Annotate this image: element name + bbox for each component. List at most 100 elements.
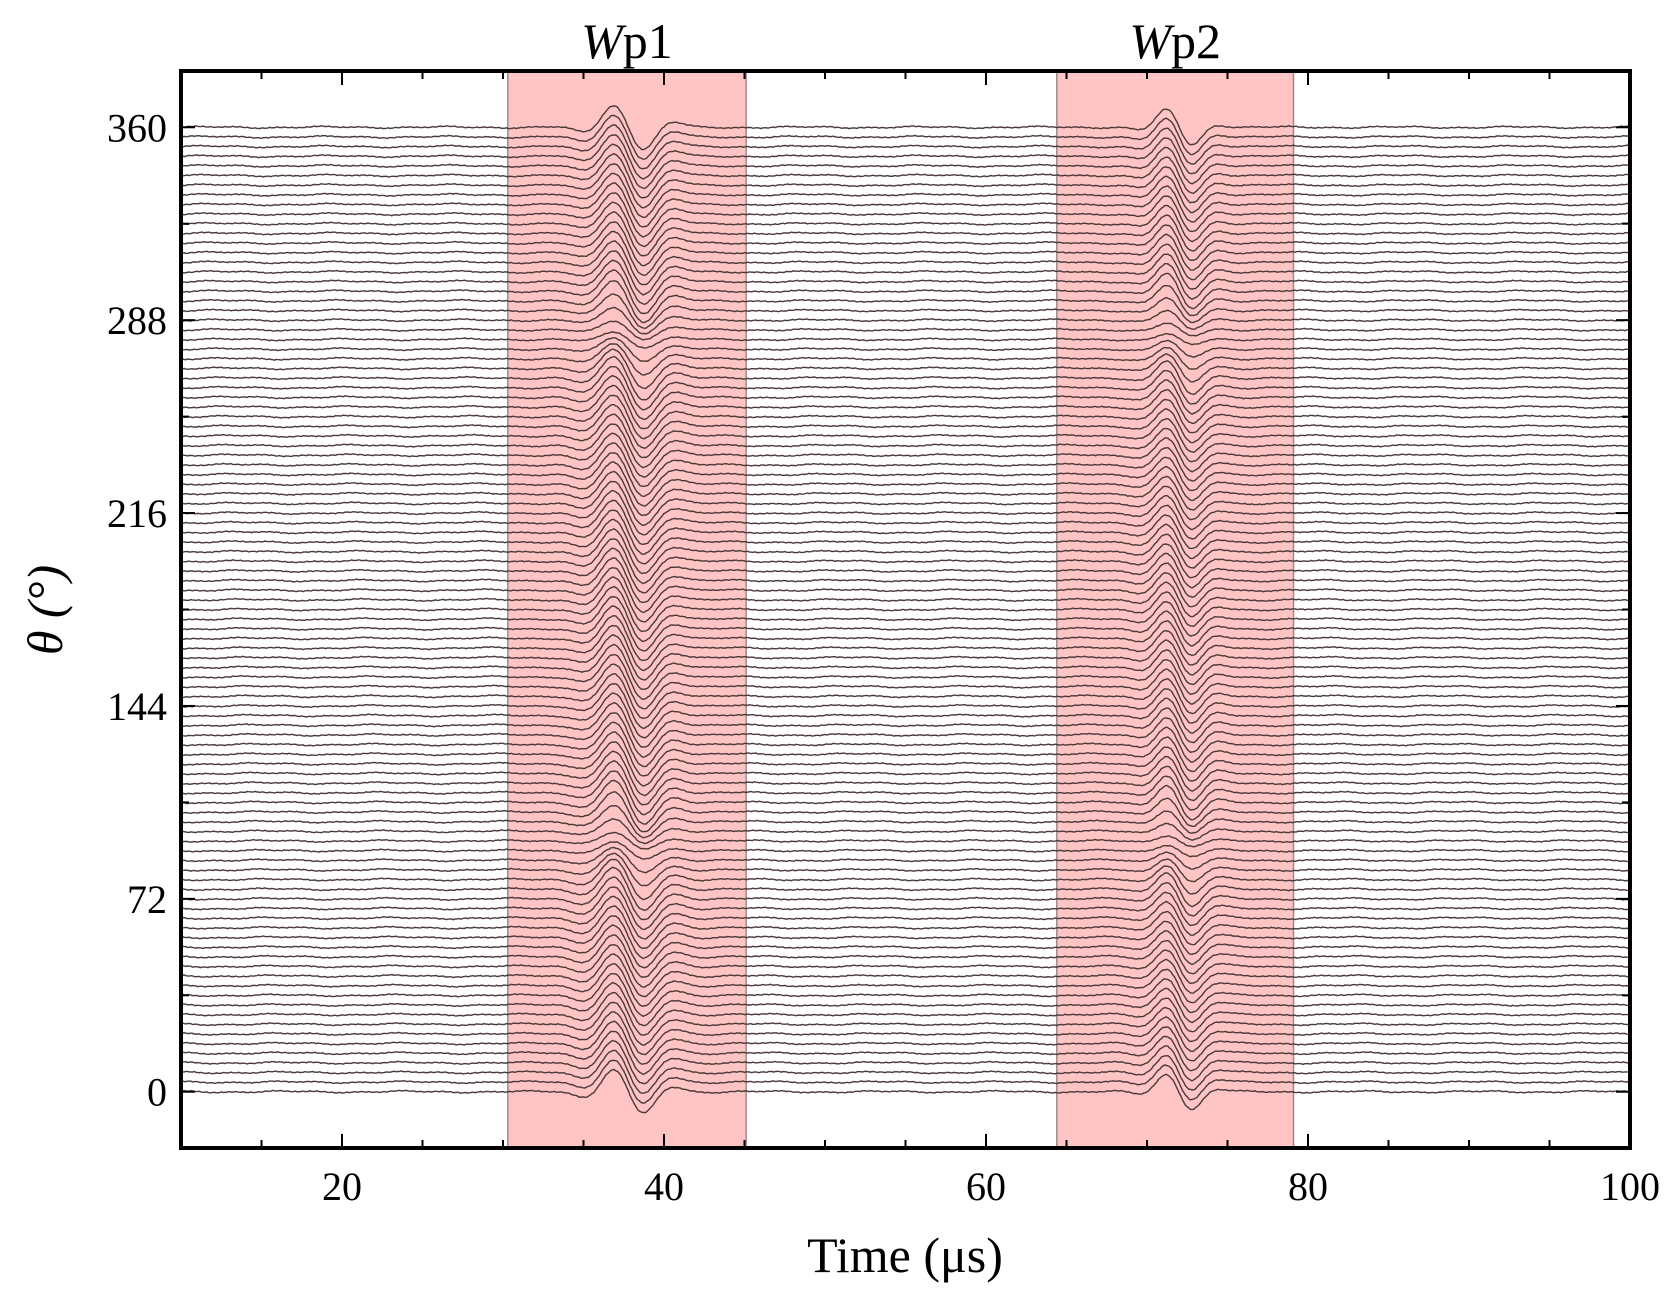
trace-342_0 [181, 153, 1631, 199]
trace-176_4 [180, 595, 1631, 643]
trace-194_4 [180, 547, 1631, 594]
trace-270_0 [181, 348, 1631, 390]
trace-104_4 [180, 791, 1631, 833]
trace-90_0 [180, 841, 1630, 860]
trace-273_6 [180, 343, 1631, 376]
trace-320_4 [181, 211, 1631, 257]
trace-298_8 [181, 269, 1631, 315]
trace-93_6 [180, 831, 1631, 850]
axis-ticks [180, 71, 1631, 1148]
y-tick-label-72: 72 [127, 877, 167, 922]
trace-3_6 [180, 1059, 1631, 1104]
x-tick-label-60: 60 [966, 1164, 1006, 1209]
trace-262_8 [180, 366, 1631, 411]
trace-111_6 [180, 770, 1631, 816]
trace-302_4 [180, 259, 1631, 306]
x-tick-label-100: 100 [1600, 1164, 1660, 1209]
trace-133_2 [180, 712, 1631, 758]
trace-291_6 [180, 293, 1631, 330]
trace-280_8 [180, 330, 1631, 349]
trace-284_4 [180, 320, 1631, 341]
trace-352_8 [180, 124, 1631, 170]
trace-32_4 [180, 981, 1631, 1027]
x-tick-label-40: 40 [644, 1164, 684, 1209]
trace-331_2 [180, 182, 1631, 228]
trace-230_4 [180, 452, 1631, 498]
y-tick-label-0: 0 [147, 1070, 167, 1115]
trace-61_2 [180, 905, 1630, 950]
trace-248_4 [180, 404, 1631, 450]
window-label-wp1: Wp1 [581, 13, 673, 69]
trace-158_4 [180, 643, 1631, 691]
trace-151_2 [180, 663, 1631, 710]
trace-86_4 [180, 846, 1631, 874]
trace-255_6 [180, 384, 1631, 430]
trace-190_8 [180, 557, 1631, 604]
trace-259_2 [180, 374, 1631, 421]
trace-126_0 [180, 731, 1631, 777]
trace-46_8 [180, 944, 1631, 988]
y-axis-title: θ (°) [17, 565, 73, 655]
trace-252_0 [180, 394, 1631, 440]
trace-82_8 [180, 852, 1631, 887]
trace-140_4 [180, 692, 1631, 739]
trace-122_4 [180, 741, 1631, 787]
trace-183_6 [180, 576, 1630, 623]
trace-316_8 [180, 221, 1631, 267]
trace-7_2 [180, 1049, 1631, 1094]
trace-28_8 [180, 991, 1631, 1036]
trace-147_6 [180, 673, 1631, 720]
trace-216_0 [180, 489, 1631, 536]
trace-25_2 [180, 1001, 1631, 1046]
trace-338_4 [180, 163, 1631, 209]
trace-118_8 [180, 750, 1631, 797]
trace-324_0 [180, 201, 1631, 248]
trace-57_6 [180, 915, 1630, 960]
trace-144_0 [180, 682, 1631, 730]
trace-313_2 [181, 230, 1631, 277]
trace-79_2 [181, 858, 1630, 901]
trace-309_6 [180, 240, 1631, 286]
trace-64_8 [180, 895, 1631, 940]
trace-208_8 [180, 509, 1631, 555]
x-tick-label-20: 20 [322, 1164, 362, 1209]
trace-21_6 [180, 1010, 1631, 1056]
trace-54_0 [180, 924, 1631, 969]
trace-97_2 [180, 817, 1631, 845]
trace-0_0 [180, 1068, 1631, 1114]
y-tick-label-216: 216 [107, 491, 167, 536]
trace-223_2 [180, 470, 1630, 517]
y-tick-label-360: 360 [107, 105, 167, 150]
trace-198_0 [180, 538, 1631, 585]
trace-226_8 [180, 461, 1631, 507]
trace-234_0 [180, 442, 1631, 488]
trace-237_6 [180, 432, 1631, 478]
trace-50_4 [180, 934, 1631, 978]
trace-356_4 [180, 114, 1631, 160]
trace-154_8 [180, 653, 1631, 701]
trace-277_2 [181, 337, 1631, 362]
trace-72_0 [180, 876, 1631, 921]
trace-162_0 [180, 634, 1631, 681]
trace-14_4 [180, 1030, 1631, 1076]
trace-68_4 [180, 886, 1631, 931]
trace-187_2 [180, 566, 1631, 614]
trace-212_4 [180, 499, 1631, 546]
trace-129_6 [181, 721, 1631, 768]
trace-360_0 [180, 105, 1631, 151]
trace-75_6 [180, 866, 1630, 912]
x-tick-label-80: 80 [1288, 1164, 1328, 1209]
trace-group [180, 105, 1631, 1114]
trace-334_8 [180, 172, 1631, 219]
trace-266_4 [180, 355, 1631, 401]
trace-349_2 [180, 134, 1631, 180]
window-label-wp2: Wp2 [1129, 13, 1221, 69]
trace-288_0 [180, 306, 1631, 335]
trace-10_8 [180, 1039, 1631, 1085]
axis-tick-labels: 20 40 60 80 100 0 72 144 216 288 360 [107, 105, 1660, 1209]
trace-180_0 [180, 585, 1631, 633]
trace-295_2 [180, 280, 1631, 324]
trace-345_6 [180, 143, 1630, 190]
trace-100_8 [180, 804, 1631, 839]
